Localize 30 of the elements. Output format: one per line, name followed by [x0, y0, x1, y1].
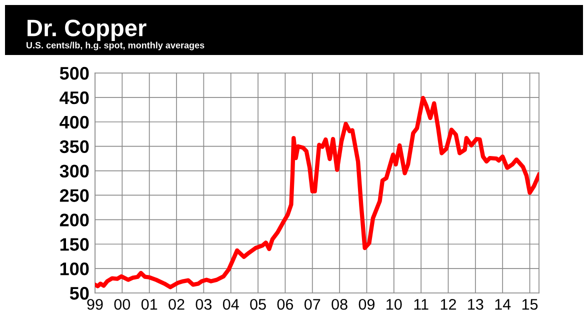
- y-tick-label: 100: [60, 262, 89, 276]
- line-series: [95, 96, 539, 290]
- y-tick-label: 500: [60, 66, 89, 80]
- y-tick-label: 200: [60, 214, 89, 226]
- x-tick-label: 06: [277, 298, 294, 310]
- x-tick-label: 08: [332, 298, 348, 310]
- y-tick-label: 300: [60, 164, 89, 178]
- x-tick-label: 10: [386, 298, 402, 310]
- x-tick-label: 09: [358, 298, 374, 310]
- y-tick-label: 50: [70, 286, 89, 300]
- x-tick-label: 13: [468, 298, 484, 310]
- y-tick-label: 250: [60, 189, 89, 202]
- x-tick-label: 04: [222, 298, 239, 310]
- x-tick-label: 07: [304, 298, 320, 310]
- chart-title: Dr. Copper: [28, 20, 146, 42]
- x-tick-label: 11: [414, 299, 428, 310]
- x-tick-label: 14: [495, 299, 511, 310]
- y-tick-label: 450: [60, 91, 89, 104]
- x-tick-label: 00: [114, 298, 130, 310]
- y-tick-label: 150: [60, 238, 89, 251]
- x-tick-label: 01: [141, 298, 158, 310]
- y-tick-label: 400: [60, 116, 89, 129]
- x-tick-label: 15: [522, 299, 538, 310]
- x-tick-label: 12: [440, 298, 456, 310]
- x-tick-label: 03: [196, 298, 212, 310]
- x-tick-label: 05: [250, 298, 266, 310]
- y-tick-label: 350: [60, 140, 89, 154]
- chart-subtitle: U.S. cents/lb, h.g. spot, monthly averages: [26, 42, 204, 50]
- x-tick-label: 02: [168, 298, 184, 310]
- x-tick-label: 99: [87, 298, 103, 310]
